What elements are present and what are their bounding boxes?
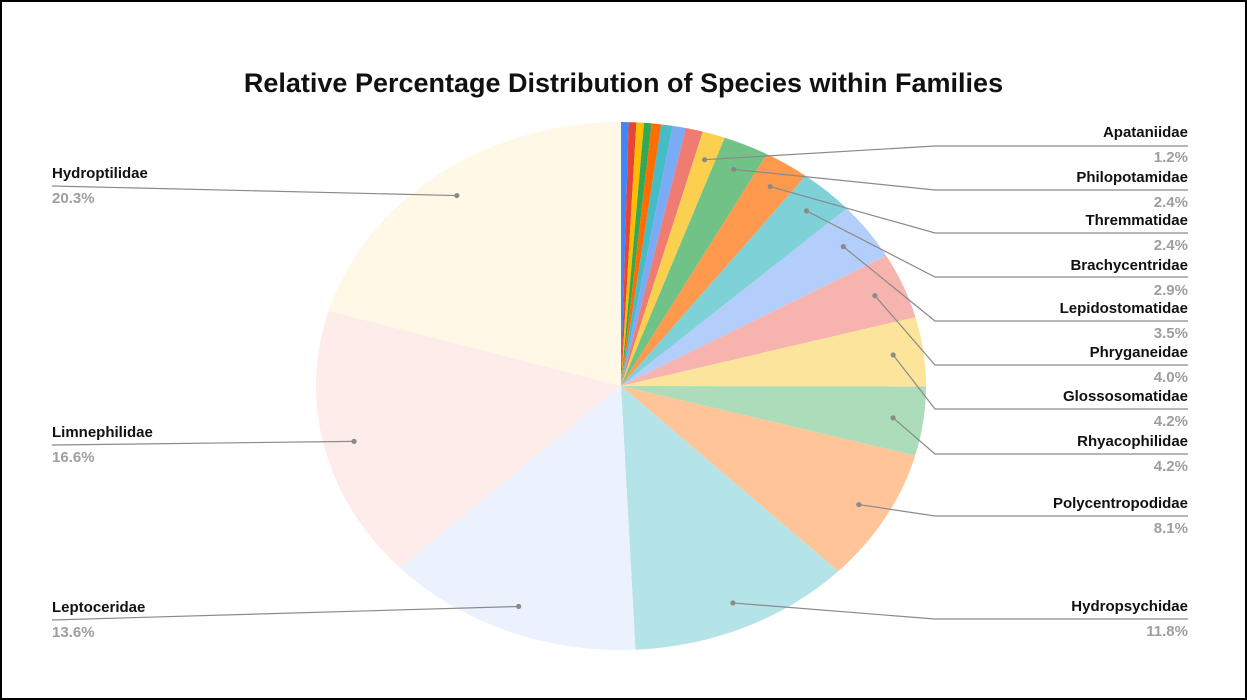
slice-label-percent: 2.4%: [1154, 194, 1188, 211]
leader-line: [51, 605, 519, 621]
slice-label-name: Thremmatidae: [1085, 212, 1188, 229]
slice-label-percent: 2.9%: [1154, 282, 1188, 299]
leader-dot: [803, 208, 810, 214]
pie-slices: [315, 122, 926, 650]
slice-label-percent: 4.0%: [1154, 369, 1188, 386]
slice-label-name: Limnephilidae: [52, 424, 153, 441]
slice-label-name: Phryganeidae: [1090, 344, 1188, 361]
slice-label-name: Hydroptilidae: [52, 165, 148, 182]
chart-title: Relative Percentage Distribution of Spec…: [243, 68, 1004, 98]
leader-line: [704, 145, 1188, 161]
leader-line: [892, 417, 1188, 455]
pie-slice-phryganeidae: [621, 255, 916, 386]
pie-slice-6: [621, 125, 686, 387]
leader-line: [51, 185, 457, 197]
leader-line: [733, 168, 1188, 191]
slice-label-name: Polycentropodidae: [1053, 495, 1188, 512]
slice-label-percent: 3.5%: [1154, 325, 1188, 342]
slice-label-percent: 4.2%: [1154, 458, 1188, 475]
leader-line: [806, 210, 1188, 278]
leader-line: [842, 246, 1188, 322]
leader-line: [892, 354, 1188, 410]
pie-slice-0: [621, 122, 629, 386]
slice-label-name: Leptoceridae: [52, 599, 145, 616]
leader-line: [858, 503, 1188, 517]
pie-slice-thremmatidae: [621, 154, 806, 386]
slice-label-percent: 1.2%: [1154, 149, 1188, 166]
slice-label-percent: 4.2%: [1154, 413, 1188, 430]
leader-line: [51, 440, 355, 446]
pie-slice-glossosomatidae: [621, 317, 926, 387]
slice-label-percent: 8.1%: [1154, 520, 1188, 537]
slice-labels: Apataniidae1.2%Philopotamidae2.4%Thremma…: [52, 124, 1188, 641]
pie-slice-leptoceridae: [399, 386, 636, 650]
leader-lines: [51, 145, 1188, 621]
pie-slice-7: [621, 128, 703, 386]
pie-slice-limnephilidae: [315, 310, 621, 568]
pie-slice-hydroptilidae: [328, 122, 621, 386]
slice-label-name: Apataniidae: [1103, 124, 1188, 141]
leader-line: [732, 602, 1188, 620]
slice-label-percent: 11.8%: [1146, 623, 1188, 640]
pie-slice-brachycentridae: [621, 175, 847, 386]
slice-label-percent: 2.4%: [1154, 237, 1188, 254]
leader-line: [770, 185, 1188, 234]
pie-slice-philopotamidae: [621, 137, 767, 386]
slice-label-percent: 13.6%: [52, 624, 95, 641]
pie-slice-lepidostomatidae: [621, 208, 887, 386]
slice-label-percent: 20.3%: [52, 190, 95, 207]
pie-slice-apataniidae: [621, 131, 725, 386]
slice-label-name: Glossosomatidae: [1063, 388, 1188, 405]
slice-label-name: Philopotamidae: [1076, 169, 1188, 186]
leader-line: [874, 295, 1188, 366]
pie-slice-2: [621, 122, 645, 387]
pie-slice-rhyacophilidae: [621, 386, 926, 456]
pie-slice-3: [621, 122, 652, 387]
pie-slice-hydropsychidae: [621, 386, 839, 650]
pie-slice-4: [621, 123, 662, 387]
pie-slice-polycentropodidae: [621, 386, 916, 572]
slice-label-name: Brachycentridae: [1070, 257, 1188, 274]
slice-label-percent: 16.6%: [52, 449, 95, 466]
pie-slice-5: [621, 124, 673, 386]
slice-label-name: Lepidostomatidae: [1060, 300, 1188, 317]
pie-slice-1: [621, 122, 637, 386]
slice-label-name: Rhyacophilidae: [1077, 433, 1188, 450]
slice-label-name: Hydropsychidae: [1071, 598, 1188, 615]
